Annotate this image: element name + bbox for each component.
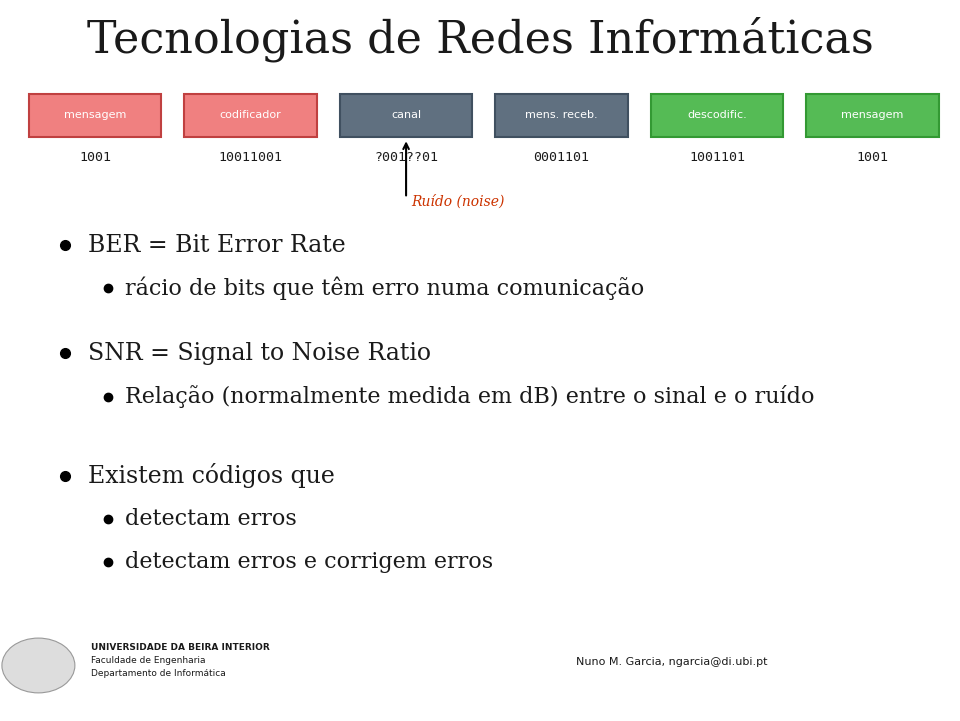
Text: 0001101: 0001101 <box>534 151 589 164</box>
Text: rácio de bits que têm erro numa comunicação: rácio de bits que têm erro numa comunica… <box>125 277 644 300</box>
Text: codificador: codificador <box>220 110 281 120</box>
Bar <box>29 94 161 137</box>
Text: Ruído (noise): Ruído (noise) <box>411 195 504 209</box>
Text: descodific.: descodific. <box>687 110 747 120</box>
Text: Departamento de Informática: Departamento de Informática <box>91 669 226 678</box>
Text: 1001: 1001 <box>79 151 111 164</box>
Text: mensagem: mensagem <box>842 110 903 120</box>
Bar <box>651 94 783 137</box>
Circle shape <box>2 638 75 693</box>
Text: Tecnologias de Redes Informáticas: Tecnologias de Redes Informáticas <box>86 17 874 63</box>
Bar <box>340 94 472 137</box>
Text: mensagem: mensagem <box>64 110 126 120</box>
Text: 10011001: 10011001 <box>219 151 282 164</box>
Text: UNIVERSIDADE DA BEIRA INTERIOR: UNIVERSIDADE DA BEIRA INTERIOR <box>91 643 270 652</box>
Text: BER = Bit Error Rate: BER = Bit Error Rate <box>88 234 346 257</box>
Text: ?001??01: ?001??01 <box>374 151 438 164</box>
Text: SNR = Signal to Noise Ratio: SNR = Signal to Noise Ratio <box>88 342 431 365</box>
Text: Existem códigos que: Existem códigos que <box>88 464 335 488</box>
Text: 1001: 1001 <box>856 151 889 164</box>
Text: Nuno M. Garcia, ngarcia@di.ubi.pt: Nuno M. Garcia, ngarcia@di.ubi.pt <box>576 657 767 667</box>
Bar <box>495 94 628 137</box>
Text: canal: canal <box>391 110 421 120</box>
Bar <box>806 94 939 137</box>
Text: Relação (normalmente medida em dB) entre o sinal e o ruído: Relação (normalmente medida em dB) entre… <box>125 385 814 408</box>
Bar <box>184 94 317 137</box>
Text: detectam erros e corrigem erros: detectam erros e corrigem erros <box>125 552 492 573</box>
Text: detectam erros: detectam erros <box>125 508 297 530</box>
Text: Faculdade de Engenharia: Faculdade de Engenharia <box>91 656 205 665</box>
Text: mens. receb.: mens. receb. <box>525 110 598 120</box>
Text: 1001101: 1001101 <box>689 151 745 164</box>
